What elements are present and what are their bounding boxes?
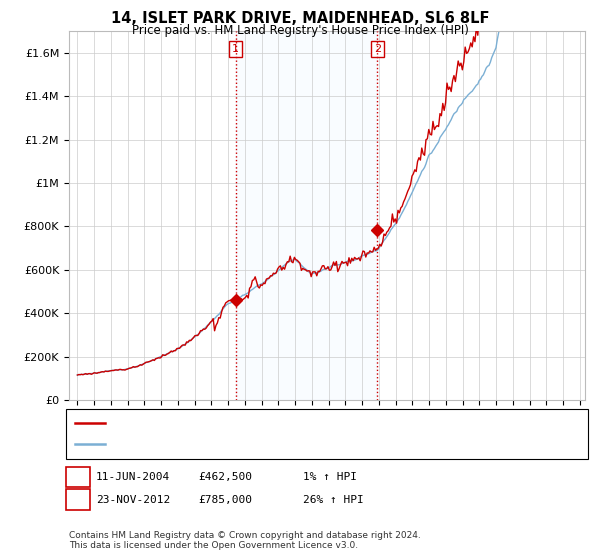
Text: £462,500: £462,500	[198, 472, 252, 482]
Text: 23-NOV-2012: 23-NOV-2012	[96, 494, 170, 505]
Text: Price paid vs. HM Land Registry's House Price Index (HPI): Price paid vs. HM Land Registry's House …	[131, 24, 469, 36]
Text: 1: 1	[232, 44, 239, 54]
Text: 14, ISLET PARK DRIVE, MAIDENHEAD, SL6 8LF: 14, ISLET PARK DRIVE, MAIDENHEAD, SL6 8L…	[111, 11, 489, 26]
Text: 26% ↑ HPI: 26% ↑ HPI	[303, 494, 364, 505]
Text: 2: 2	[74, 494, 82, 505]
Text: 1% ↑ HPI: 1% ↑ HPI	[303, 472, 357, 482]
Text: Contains HM Land Registry data © Crown copyright and database right 2024.
This d: Contains HM Land Registry data © Crown c…	[69, 531, 421, 550]
Text: 2: 2	[374, 44, 381, 54]
Text: 11-JUN-2004: 11-JUN-2004	[96, 472, 170, 482]
Text: £785,000: £785,000	[198, 494, 252, 505]
Text: 14, ISLET PARK DRIVE, MAIDENHEAD, SL6 8LF (detached house): 14, ISLET PARK DRIVE, MAIDENHEAD, SL6 8L…	[111, 418, 443, 428]
Text: 1: 1	[74, 472, 82, 482]
Text: HPI: Average price, detached house, Windsor and Maidenhead: HPI: Average price, detached house, Wind…	[111, 439, 436, 449]
Bar	[236, 31, 377, 400]
